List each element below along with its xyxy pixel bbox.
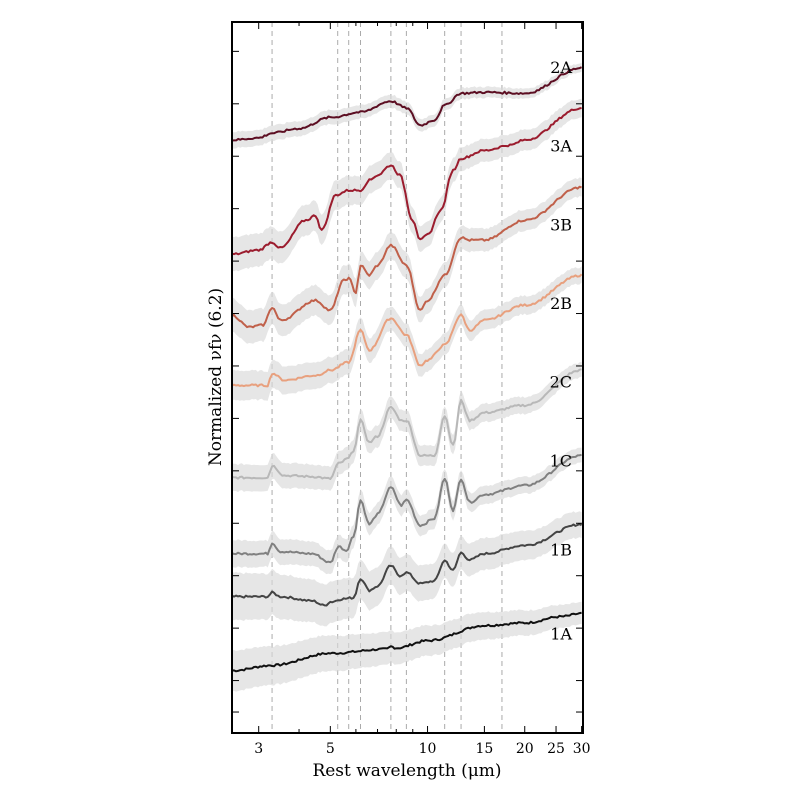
band-2B xyxy=(232,266,582,401)
series-label-3A: 3A xyxy=(550,137,572,156)
x-tick-label: 10 xyxy=(419,741,437,757)
spectra-lines xyxy=(231,66,583,673)
series-line-3B xyxy=(231,185,582,329)
series-label-2B: 2B xyxy=(550,294,572,313)
series-line-1A xyxy=(231,611,582,673)
x-tick-label: 5 xyxy=(326,741,335,757)
plot-frame xyxy=(231,21,584,734)
series-label-2C: 2C xyxy=(550,373,572,392)
series-labels: 1A 1B 1C 2C 2B 3B 3A 2A xyxy=(550,58,573,643)
series-line-2A xyxy=(231,66,583,142)
x-tick-label: 30 xyxy=(573,741,591,757)
band-1B xyxy=(232,511,582,627)
x-tick-label: 25 xyxy=(547,741,565,757)
series-line-1C xyxy=(231,453,582,564)
series-line-1B xyxy=(231,523,583,607)
band-2C xyxy=(232,361,582,493)
series-line-3A xyxy=(231,107,582,256)
series-label-3B: 3B xyxy=(550,215,572,234)
x-tick-label: 20 xyxy=(516,741,534,757)
x-tick-label: 3 xyxy=(254,741,263,757)
x-tick-label: 15 xyxy=(475,741,493,757)
x-axis-title: Rest wavelength (μm) xyxy=(312,761,501,781)
series-line-2C xyxy=(231,368,582,480)
series-label-1C: 1C xyxy=(550,451,572,470)
series-line-2B xyxy=(231,273,583,388)
series-label-2A: 2A xyxy=(550,58,572,77)
y-axis-title: Normalized νfν (6.2) xyxy=(206,288,226,466)
series-label-1A: 1A xyxy=(550,624,572,643)
band-2A xyxy=(232,62,582,149)
axis-ticks: 3 5 10 15 20 25 30 xyxy=(232,22,591,757)
band-1C xyxy=(232,447,582,575)
series-label-1B: 1B xyxy=(550,540,572,559)
